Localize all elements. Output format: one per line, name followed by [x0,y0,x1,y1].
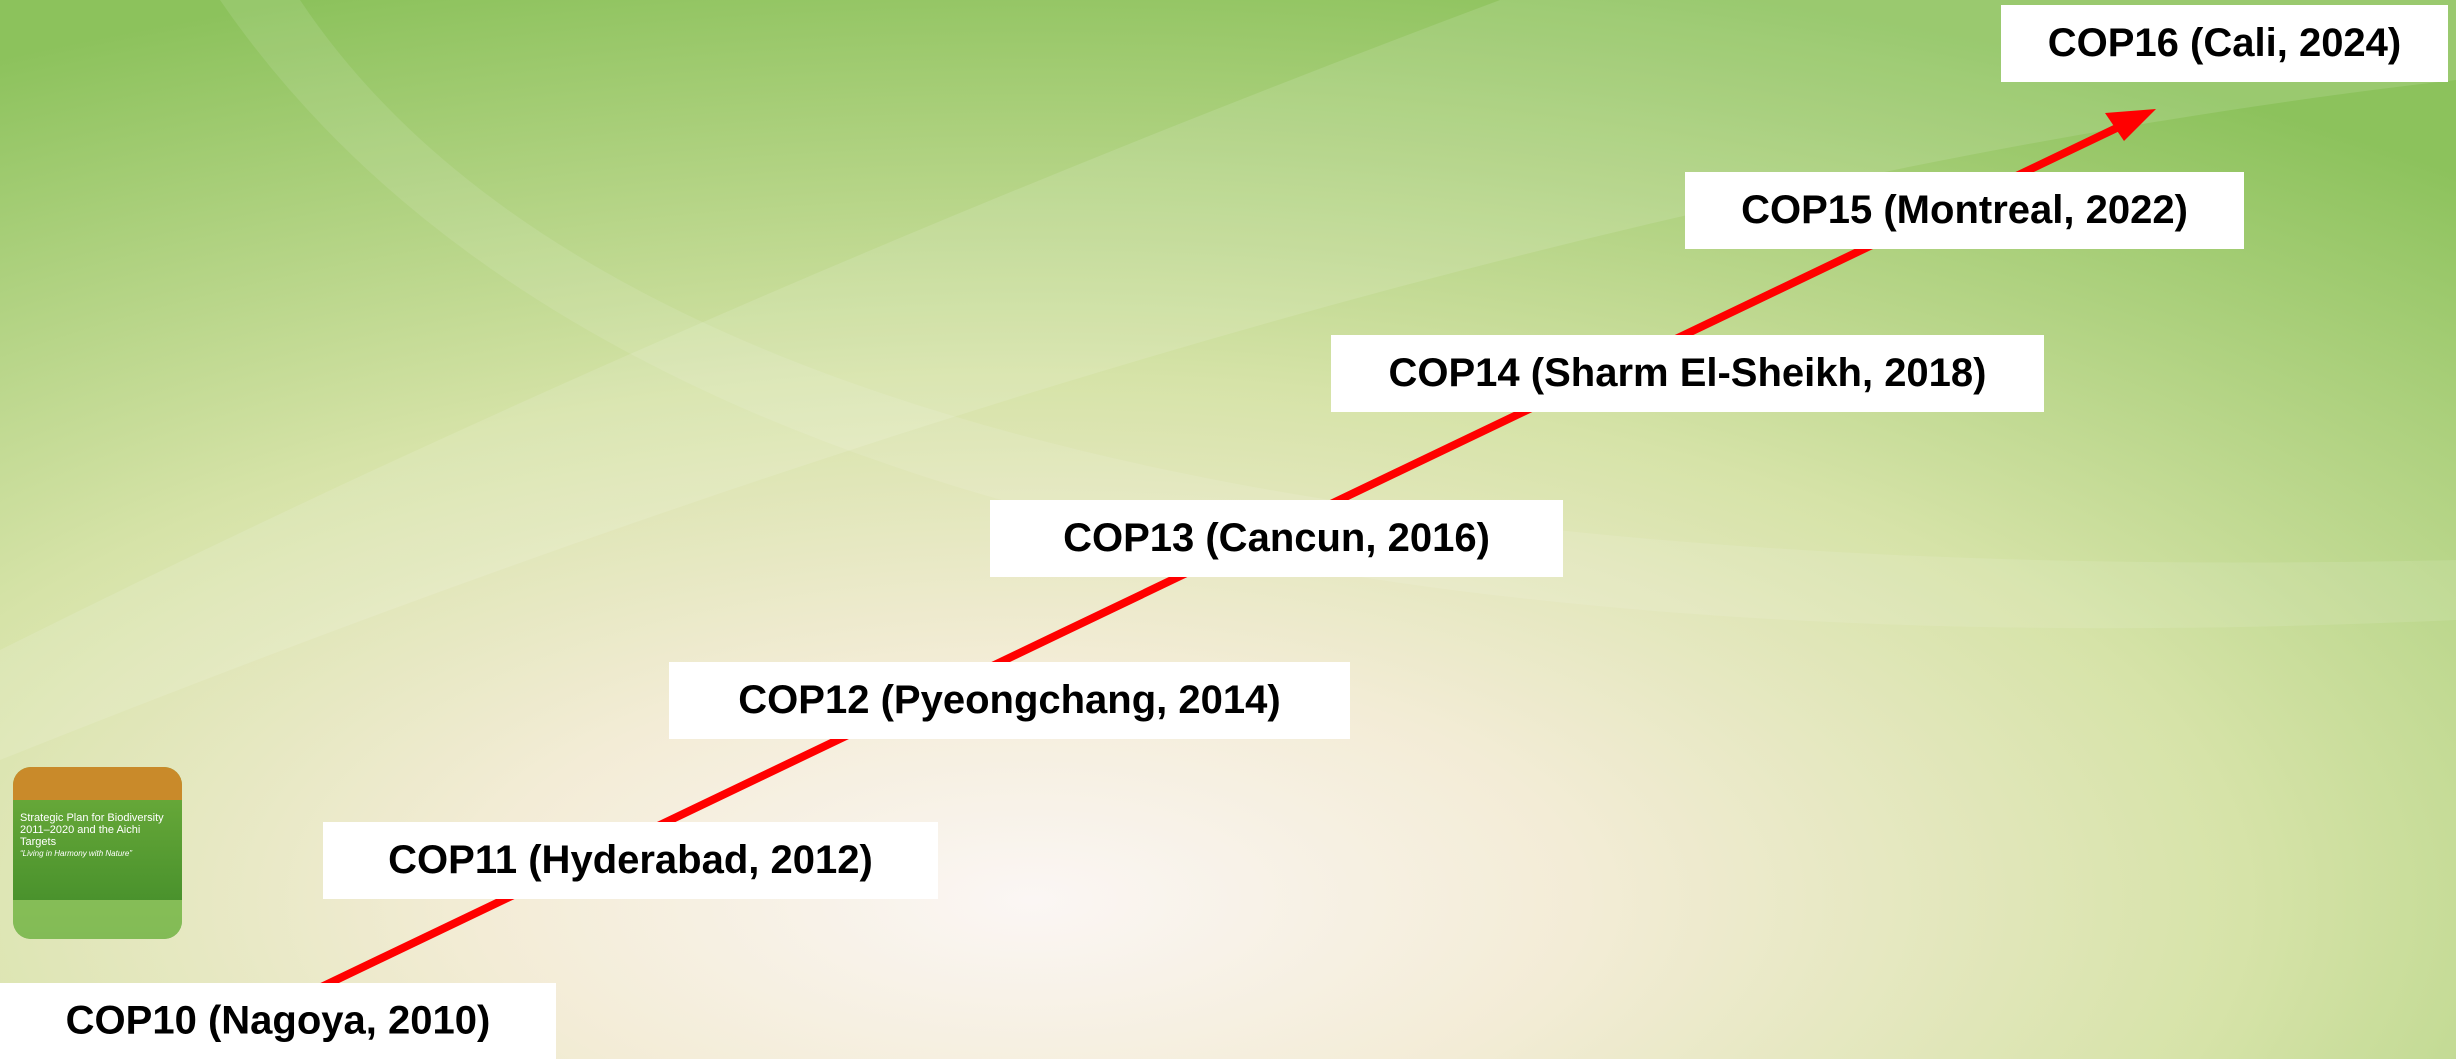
slide: Strategic Plan for Biodiversity 2011–202… [0,0,2456,1059]
timeline-label: COP11 (Hyderabad, 2012) [388,838,873,882]
cover-photos [13,767,182,800]
cover-text: Strategic Plan for Biodiversity 2011–202… [20,812,170,872]
cover-subtitle: “Living in Harmony with Nature” [20,848,170,860]
cover-image: Strategic Plan for Biodiversity 2011–202… [13,767,182,939]
cover-leaf [13,900,182,939]
timeline-label: COP10 (Nagoya, 2010) [66,999,491,1043]
timeline-label: COP13 (Cancun, 2016) [1063,516,1490,560]
timeline-label: COP15 (Montreal, 2022) [1741,188,2188,232]
cover-title: Strategic Plan for Biodiversity 2011–202… [20,812,170,848]
timeline-label: COP14 (Sharm El-Sheikh, 2018) [1388,351,1986,395]
timeline-label: COP16 (Cali, 2024) [2048,21,2402,65]
timeline-label: COP12 (Pyeongchang, 2014) [738,678,1280,722]
